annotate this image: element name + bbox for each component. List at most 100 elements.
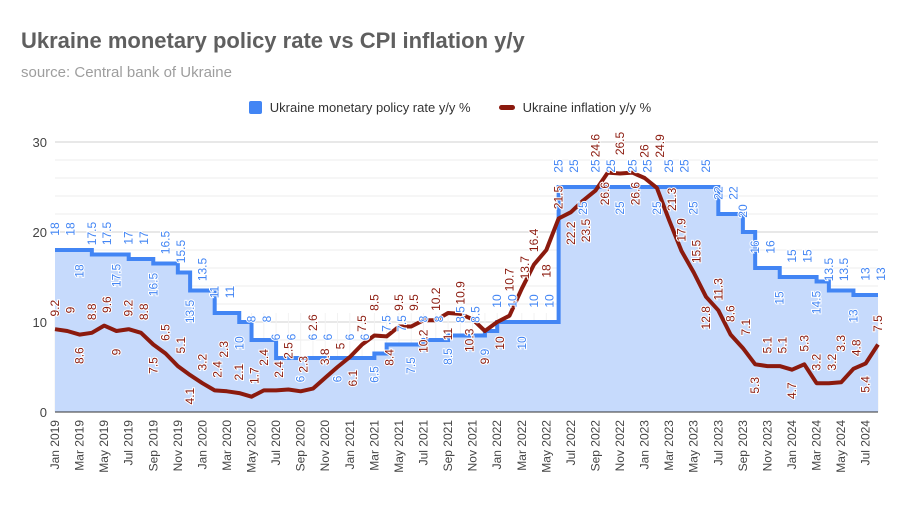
inflation-data-label: 26.6 [598,182,612,206]
policy-rate-data-label: 25 [662,159,676,173]
x-tick-label: Jul 2022 [564,420,578,466]
policy-rate-line [55,185,878,360]
inflation-data-label: 2.4 [257,349,271,366]
policy-rate-data-label: 17.5 [100,221,114,245]
inflation-data-label: 26 [638,144,652,158]
inflation-data-label: 5.3 [748,377,762,394]
policy-rate-data-label: 11 [208,285,222,298]
inflation-data-label: 9.6 [100,296,114,313]
inflation-data-label: 3.2 [810,354,824,371]
inflation-data-label: 6.1 [346,369,360,386]
policy-rate-data-label: 22 [727,186,741,200]
x-tick-label: Jul 2023 [711,420,725,466]
inflation-data-label: 3.3 [834,335,848,352]
policy-rate-data-label: 25 [650,201,664,215]
y-tick-label: 10 [33,315,47,330]
inflation-data-label: 9 [478,357,492,364]
inflation-data-label: 17.9 [674,218,688,242]
policy-rate-data-label: 16 [748,240,762,254]
policy-rate-data-label: 17.5 [109,263,123,287]
inflation-data-label: 5.1 [776,336,790,353]
x-tick-label: May 2024 [834,420,848,473]
policy-rate-data-label: 13.5 [195,257,209,281]
inflation-data-label: 5.1 [174,336,188,353]
policy-rate-data-label: 13 [859,267,873,281]
inflation-data-label: 8.5 [367,294,381,311]
x-tick-label: Jan 2020 [195,420,209,470]
inflation-data-label: 7.5 [355,315,369,332]
inflation-data-label: 10.3 [463,328,477,352]
policy-rate-data-label: 10 [542,294,556,308]
x-tick-label: Jan 2024 [785,420,799,470]
policy-rate-data-label: 7.5 [395,315,409,332]
x-tick-label: May 2023 [687,420,701,473]
inflation-data-label: 10.7 [502,268,516,292]
policy-rate-data-label: 17.5 [85,221,99,245]
x-tick-label: Jan 2019 [48,420,62,470]
inflation-data-label: 8.6 [73,347,87,364]
x-tick-label: Jul 2020 [269,420,283,466]
inflation-data-label: 9.5 [392,294,406,311]
inflation-data-label: 4.7 [785,382,799,399]
inflation-data-label: 18 [539,264,553,278]
inflation-data-label: 1.7 [248,367,262,384]
policy-rate-data-label: 25 [625,159,639,173]
inflation-data-label: 2.4 [211,361,225,378]
inflation-data-label: 7.5 [871,315,885,332]
x-tick-label: Sep 2023 [736,420,750,472]
policy-rate-data-label: 10 [505,294,519,308]
policy-rate-data-label: 17 [122,231,136,245]
legend-label-inflation: Ukraine inflation y/y % [522,100,652,115]
legend-item-policy-rate[interactable]: Ukraine monetary policy rate y/y % [248,100,471,115]
inflation-data-label: 8.8 [85,303,99,320]
legend-swatch-inflation [498,105,515,110]
policy-rate-area [55,187,878,412]
inflation-data-label: 26.5 [613,131,627,155]
policy-rate-data-label: 8 [432,315,446,322]
inflation-data-label: 2.4 [272,361,286,378]
y-tick-label: 0 [40,405,47,420]
inflation-data-label: 3.2 [825,354,839,371]
x-tick-label: Mar 2022 [515,420,529,471]
policy-rate-data-label: 17 [137,231,151,245]
policy-rate-data-label: 15 [773,291,787,305]
policy-rate-data-label: 6 [269,333,283,340]
x-tick-label: Mar 2024 [810,420,824,471]
inflation-data-label: 5.4 [859,376,873,393]
policy-rate-data-label: 8.5 [441,348,455,365]
policy-rate-data-label: 10 [515,336,529,350]
x-tick-label: May 2022 [539,420,553,473]
x-tick-label: May 2021 [392,420,406,473]
inflation-data-label: 8.8 [137,303,151,320]
policy-rate-data-label: 10 [232,336,246,350]
inflation-data-label: 15.5 [690,239,704,263]
inflation-data-label: 11.3 [711,278,725,301]
x-tick-label: Jan 2022 [490,420,504,470]
policy-rate-data-label: 25 [588,159,602,173]
inflation-data-label: 6.5 [159,324,173,341]
inflation-data-label: 7.1 [739,318,753,335]
inflation-data-label: 10.9 [453,281,467,305]
legend: Ukraine monetary policy rate y/y % Ukrai… [0,100,900,115]
y-tick-label: 30 [33,135,47,150]
policy-rate-data-label: 25 [604,159,618,173]
policy-rate-data-label: 10 [490,294,504,308]
x-tick-label: Jul 2021 [417,420,431,466]
legend-item-inflation[interactable]: Ukraine inflation y/y % [498,100,652,115]
inflation-data-label: 4.1 [183,387,197,404]
chart-title: Ukraine monetary policy rate vs CPI infl… [21,28,525,53]
chart-subtitle: source: Central bank of Ukraine [21,64,232,81]
x-tick-label: Mar 2021 [367,420,381,471]
y-tick-label: 20 [33,225,47,240]
policy-rate-data-label: 25 [613,201,627,215]
x-tick-label: Sep 2020 [294,420,308,472]
policy-rate-data-label: 15.5 [174,239,188,263]
policy-rate-data-label: 25 [567,159,581,173]
inflation-data-label: 9 [63,306,77,313]
policy-rate-data-label: 25 [552,159,566,173]
x-tick-label: Mar 2023 [662,420,676,471]
inflation-data-label: 9.2 [48,300,62,317]
policy-rate-data-label: 13.5 [183,299,197,323]
inflation-data-label: 4.8 [849,339,863,356]
x-tick-label: Mar 2020 [220,420,234,471]
